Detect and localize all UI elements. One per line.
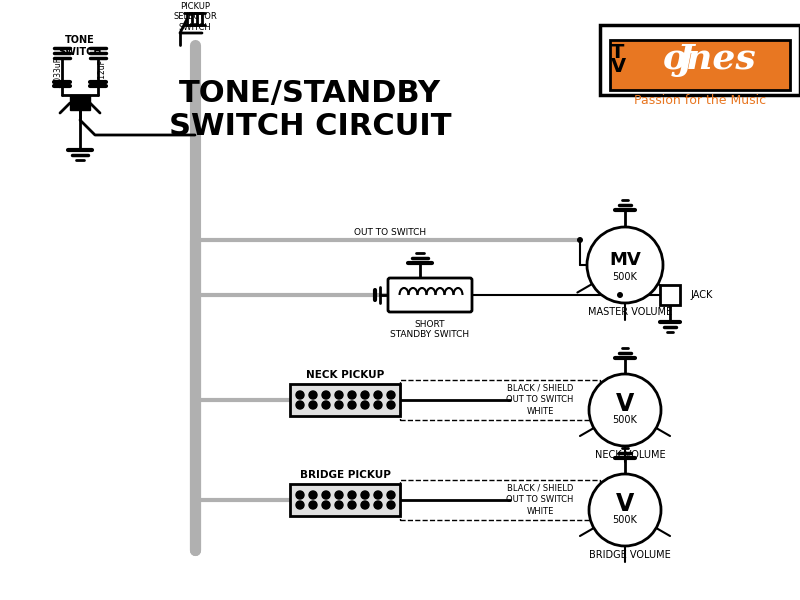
Text: Passion for the Music: Passion for the Music (634, 94, 766, 107)
Text: BRIDGE PICKUP: BRIDGE PICKUP (299, 470, 390, 480)
Circle shape (192, 397, 198, 403)
Text: MV: MV (609, 251, 641, 269)
Circle shape (309, 401, 317, 409)
Text: WHITE: WHITE (526, 407, 554, 416)
Circle shape (348, 501, 356, 509)
Circle shape (361, 401, 369, 409)
Text: T: T (611, 43, 625, 61)
Circle shape (348, 391, 356, 399)
Circle shape (192, 497, 198, 503)
Bar (70, 95, 90, 110)
Circle shape (374, 491, 382, 499)
Text: 500K: 500K (613, 272, 638, 282)
Circle shape (309, 491, 317, 499)
Text: .0033uF: .0033uF (54, 56, 62, 88)
Text: BLACK / SHIELD: BLACK / SHIELD (507, 484, 573, 493)
Bar (660, 285, 680, 305)
Circle shape (374, 401, 382, 409)
Text: ones: ones (663, 43, 757, 77)
Circle shape (296, 401, 304, 409)
Text: PICKUP
SELECTOR
SWITCH: PICKUP SELECTOR SWITCH (173, 2, 217, 32)
Text: NECK VOLUME: NECK VOLUME (594, 450, 666, 460)
Text: V: V (610, 58, 626, 76)
Circle shape (587, 227, 663, 303)
Circle shape (335, 391, 343, 399)
Bar (290, 484, 400, 516)
Circle shape (335, 491, 343, 499)
Circle shape (348, 491, 356, 499)
Circle shape (361, 391, 369, 399)
Text: SHORT
STANDBY SWITCH: SHORT STANDBY SWITCH (390, 320, 470, 340)
Circle shape (589, 374, 661, 446)
Circle shape (617, 292, 623, 298)
Circle shape (322, 491, 330, 499)
Circle shape (322, 391, 330, 399)
Circle shape (296, 391, 304, 399)
Text: MASTER VOLUME: MASTER VOLUME (588, 307, 672, 317)
Bar (290, 384, 400, 416)
Circle shape (374, 501, 382, 509)
Circle shape (322, 501, 330, 509)
Text: WHITE: WHITE (526, 508, 554, 517)
Circle shape (589, 474, 661, 546)
Circle shape (296, 491, 304, 499)
FancyBboxPatch shape (388, 278, 472, 312)
Circle shape (309, 391, 317, 399)
Text: J: J (677, 43, 694, 77)
Circle shape (374, 391, 382, 399)
Text: 500K: 500K (613, 415, 638, 425)
Text: TONE/STANDBY
SWITCH CIRCUIT: TONE/STANDBY SWITCH CIRCUIT (169, 79, 451, 141)
Circle shape (296, 501, 304, 509)
Bar (400, 380, 600, 420)
Text: V: V (616, 492, 634, 516)
Circle shape (348, 401, 356, 409)
Text: BLACK / SHIELD: BLACK / SHIELD (507, 383, 573, 392)
Text: OUT TO SWITCH: OUT TO SWITCH (506, 496, 574, 505)
Text: JACK: JACK (690, 290, 712, 300)
Text: OUT TO SWITCH: OUT TO SWITCH (506, 395, 574, 404)
Text: TONE
SWITCH: TONE SWITCH (58, 35, 102, 56)
Bar (400, 480, 600, 520)
Circle shape (577, 237, 583, 243)
Circle shape (335, 501, 343, 509)
Text: NECK PICKUP: NECK PICKUP (306, 370, 384, 380)
Circle shape (387, 501, 395, 509)
Polygon shape (610, 40, 790, 90)
Circle shape (387, 491, 395, 499)
Text: OUT TO SWITCH: OUT TO SWITCH (354, 228, 426, 237)
Circle shape (387, 391, 395, 399)
Text: BRIDGE VOLUME: BRIDGE VOLUME (589, 550, 671, 560)
Text: 500K: 500K (613, 515, 638, 525)
Circle shape (335, 401, 343, 409)
Text: V: V (616, 392, 634, 416)
Circle shape (361, 501, 369, 509)
Circle shape (361, 491, 369, 499)
Circle shape (309, 501, 317, 509)
Circle shape (387, 401, 395, 409)
Circle shape (322, 401, 330, 409)
Text: .012uF: .012uF (98, 59, 106, 85)
